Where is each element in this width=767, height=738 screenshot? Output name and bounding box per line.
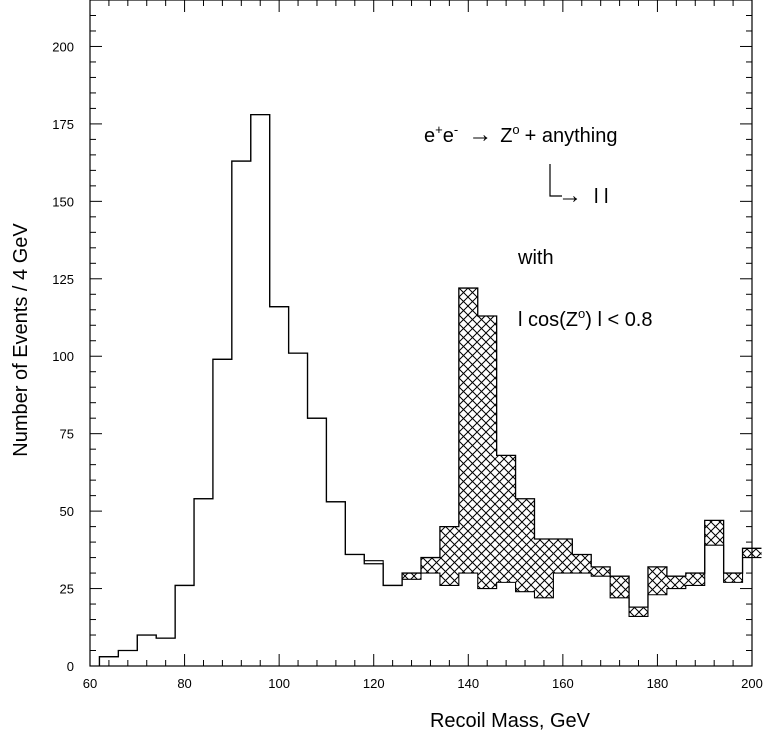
background-hatched-layer [402, 288, 762, 617]
reaction-arrow: → [468, 121, 492, 148]
reaction-annotation: e+e- → Zo + anything [424, 121, 618, 148]
x-tick-label: 100 [268, 676, 290, 691]
hatch-bin [534, 538, 554, 598]
hatch-bin [553, 538, 573, 574]
reaction-z: Z [500, 125, 512, 147]
with-annotation: with [517, 247, 554, 269]
axis-ticks [89, 0, 753, 667]
reaction-sup2: - [454, 122, 458, 137]
y-tick-labels: 0 25 50 75 100 125 150 175 200 [52, 39, 74, 674]
hatch-bin [591, 566, 611, 577]
hatch-bin [704, 520, 724, 546]
hatch-bin [458, 288, 478, 574]
hatch-bin [421, 557, 440, 574]
y-tick-label: 100 [52, 349, 74, 364]
y-axis-title: Number of Events / 4 GeV [10, 223, 32, 457]
hatch-bin [629, 607, 648, 617]
hatch-bin [647, 566, 667, 595]
y-tick-label: 200 [52, 39, 74, 54]
reaction-zsup: o [512, 122, 519, 137]
x-tick-label: 200 [741, 676, 763, 691]
reaction-sup1: + [435, 122, 443, 137]
x-tick-labels: 60 80 100 120 140 160 180 200 [83, 676, 763, 691]
hatch-bin [666, 576, 686, 589]
reaction-e2: e [443, 125, 454, 147]
x-axis-title: Recoil Mass, GeV [430, 710, 591, 732]
hatch-bin [477, 315, 497, 589]
y-tick-label: 0 [67, 659, 74, 674]
decay-arrow: → [558, 182, 582, 209]
cut-pre: l cos(Z [518, 309, 578, 331]
hatch-bin [439, 526, 459, 586]
hatch-bin [610, 576, 630, 598]
y-tick-label: 150 [52, 194, 74, 209]
y-tick-label: 25 [60, 582, 74, 597]
hatch-bin [496, 455, 516, 583]
cut-post: ) l < 0.8 [585, 309, 652, 331]
decay-text: l l [594, 186, 608, 208]
hatch-bin [685, 573, 705, 586]
hatch-bin [515, 498, 535, 592]
x-tick-label: 120 [363, 676, 385, 691]
unhatched-histogram-layer [98, 114, 762, 666]
unhatched-series-line [98, 114, 762, 666]
x-tick-label: 180 [647, 676, 669, 691]
y-tick-label: 75 [60, 427, 74, 442]
hatch-bin [572, 554, 592, 574]
reaction-rest: + anything [525, 125, 618, 147]
hatch-bin [723, 573, 743, 583]
decay-annotation: → l l [558, 182, 608, 209]
y-tick-label: 50 [60, 504, 74, 519]
cut-sup: o [578, 306, 585, 321]
decay-bracket [549, 164, 562, 197]
plot-frame [89, 0, 753, 667]
x-tick-label: 80 [177, 676, 191, 691]
x-tick-label: 140 [457, 676, 479, 691]
annotations: e+e- → Zo + anything → l l with l cos(Zo) l … [424, 121, 653, 331]
reaction-e1: e [424, 125, 435, 147]
y-tick-label: 125 [52, 272, 74, 287]
x-tick-label: 60 [83, 676, 97, 691]
hatch-bin [402, 573, 421, 580]
cut-annotation: l cos(Zo) l < 0.8 [518, 306, 653, 331]
x-tick-label: 160 [552, 676, 574, 691]
y-tick-label: 175 [52, 117, 74, 132]
